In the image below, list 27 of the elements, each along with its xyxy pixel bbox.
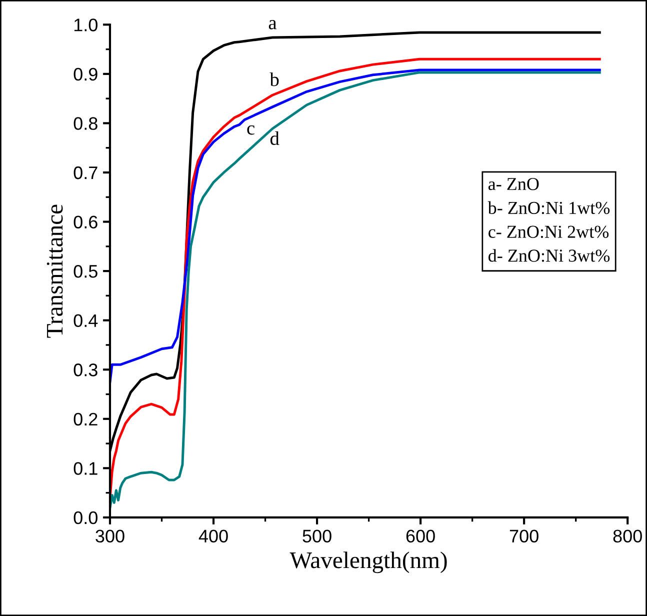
- y-tick-label: 0.9: [74, 68, 98, 81]
- y-tick-label: 0.0: [74, 511, 98, 524]
- y-tick-label: 0.8: [74, 117, 98, 130]
- series-label: b: [270, 72, 279, 86]
- x-tick-label: 800: [613, 530, 642, 543]
- annotation: c- ZnO:Ni 2wt%: [488, 226, 609, 238]
- y-tick-label: 1.0: [74, 18, 98, 32]
- x-tick-label: 700: [510, 530, 538, 543]
- annotation: a- ZnO: [488, 178, 539, 190]
- y-tick-label: 0.7: [74, 166, 98, 180]
- x-tick-label: 600: [406, 530, 435, 543]
- series-label: c: [247, 125, 254, 135]
- y-tick-label: 0.6: [74, 216, 98, 228]
- y-tick-label: 0.5: [74, 264, 98, 278]
- x-tick-label: 500: [302, 530, 332, 543]
- annotation: b- ZnO:Ni 1wt%: [488, 201, 610, 214]
- x-tick-label: 400: [198, 530, 228, 543]
- y-tick-label: 0.1: [74, 462, 98, 475]
- annotation: d- ZnO:Ni 3wt%: [488, 249, 610, 262]
- y-tick-label: 0.3: [74, 364, 98, 376]
- x-tick-label: 300: [96, 530, 124, 543]
- y-tick-label: 0.2: [74, 412, 98, 426]
- y-tick-label: 0.4: [74, 314, 98, 328]
- y-axis-title: Transmittance: [46, 204, 63, 338]
- series-label: d: [270, 131, 280, 146]
- series-label: a: [268, 20, 277, 30]
- x-axis-title: Wavelength(nm): [290, 552, 447, 574]
